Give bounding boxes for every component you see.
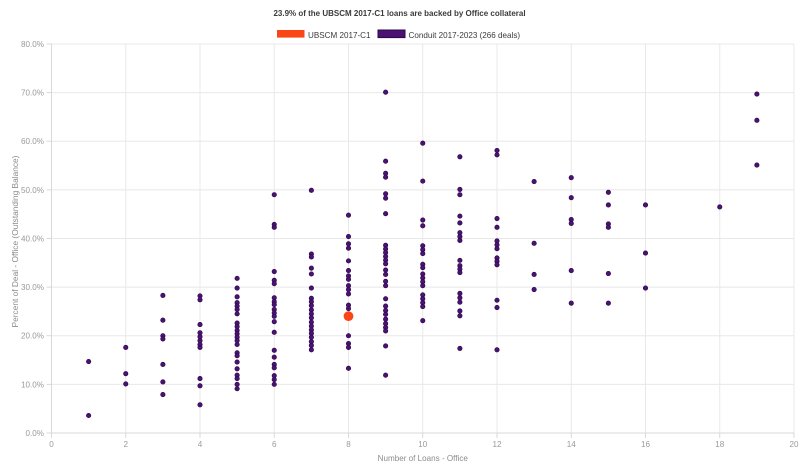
svg-text:20.0%: 20.0% [21,332,44,341]
svg-text:Number of Loans - Office: Number of Loans - Office [378,454,469,463]
svg-text:0: 0 [49,440,54,449]
svg-text:4: 4 [198,440,203,449]
svg-text:Conduit 2017-2023 (266 deals): Conduit 2017-2023 (266 deals) [409,31,521,40]
svg-text:8: 8 [346,440,351,449]
svg-text:50.0%: 50.0% [21,186,44,195]
svg-text:16: 16 [641,440,651,449]
svg-text:40.0%: 40.0% [21,234,44,243]
svg-text:6: 6 [272,440,277,449]
svg-text:60.0%: 60.0% [21,137,44,146]
svg-text:23.9% of the UBSCM 2017-C1 loa: 23.9% of the UBSCM 2017-C1 loans are bac… [273,9,525,18]
svg-text:70.0%: 70.0% [21,89,44,98]
svg-text:10.0%: 10.0% [21,380,44,389]
svg-text:18: 18 [715,440,725,449]
svg-text:30.0%: 30.0% [21,283,44,292]
svg-text:80.0%: 80.0% [21,40,44,49]
svg-text:UBSCM 2017-C1: UBSCM 2017-C1 [308,31,371,40]
svg-text:20: 20 [789,440,799,449]
svg-text:0.0%: 0.0% [26,429,44,438]
svg-text:10: 10 [418,440,428,449]
svg-text:12: 12 [492,440,502,449]
svg-text:14: 14 [567,440,577,449]
svg-text:2: 2 [123,440,128,449]
svg-text:Percent of Deal - Office (Outs: Percent of Deal - Office (Outstanding Ba… [10,155,20,327]
